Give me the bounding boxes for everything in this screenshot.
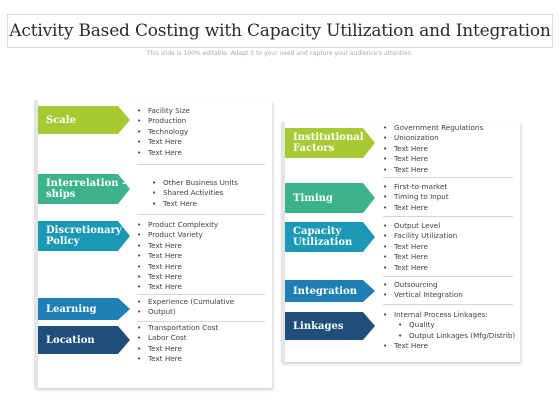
page-title: Activity Based Costing with Capacity Uti…	[9, 21, 551, 41]
bullet-item: Other Business Units	[152, 178, 238, 189]
divider	[137, 294, 265, 295]
bullet-item: Text Here	[137, 344, 218, 355]
divider	[137, 214, 265, 215]
bullet-item: Government Regulations	[383, 123, 483, 134]
bullet-item: Text Here	[383, 165, 483, 176]
bullet-item: Text Here	[152, 199, 238, 210]
institutional-factors-items: Government RegulationsUnionizationText H…	[383, 123, 483, 175]
page-subtitle: This slide is 100% editable. Adapt it to…	[146, 50, 414, 57]
bullet-item: Facility Size	[137, 106, 190, 117]
bullet-item: Text Here	[383, 144, 483, 155]
location-items: Transportation CostLabor CostText HereTe…	[137, 323, 218, 365]
bullet-item: Output Level	[383, 221, 457, 232]
divider	[383, 216, 513, 217]
bullet-item: Outsourcing	[383, 280, 463, 291]
bullet-item: Text Here	[383, 242, 457, 253]
bullet-item: Text Here	[137, 137, 190, 148]
bullet-item: Product Variety	[137, 230, 218, 241]
bullet-item: Text Here	[137, 148, 190, 159]
bullet-item: Text Here	[383, 252, 457, 263]
bullet-item: Product Complexity	[137, 220, 218, 231]
bullet-item: Technology	[137, 127, 190, 138]
learning-label: Learning	[38, 298, 130, 320]
bullet-item: Unionization	[383, 133, 483, 144]
capacity-utilization-label: Capacity Utilization	[285, 222, 375, 252]
bullet-item: Labor Cost	[137, 333, 218, 344]
timing-items: First-to-marketTiming to InputText Here	[383, 182, 449, 214]
discretionary-policy-label: Discretionary Policy	[38, 221, 130, 251]
bullet-item: Text Here	[137, 241, 218, 252]
learning-items: Experience (CumulativeOutput)	[137, 297, 234, 318]
divider	[383, 304, 513, 305]
scale-label: Scale	[38, 106, 130, 134]
interrelationships-items: Other Business UnitsShared ActivitiesTex…	[152, 178, 238, 210]
bullet-item: Text Here	[137, 354, 218, 365]
divider	[383, 276, 513, 277]
divider	[383, 177, 513, 178]
bullet-item: Shared Activities	[152, 188, 238, 199]
bullet-item: Quality	[383, 320, 515, 331]
bullet-item: Text Here	[383, 341, 515, 352]
bullet-item: Facility Utilization	[383, 231, 457, 242]
bullet-item: Experience (Cumulative	[137, 297, 234, 308]
bullet-item: Text Here	[383, 263, 457, 274]
bullet-item: Text Here	[137, 262, 218, 273]
timing-label: Timing	[285, 183, 375, 213]
scale-items: Facility SizeProductionTechnologyText He…	[137, 106, 190, 158]
integration-items: OutsourcingVertical Integration	[383, 280, 463, 301]
bullet-item: Text Here	[137, 282, 218, 293]
bullet-item: Vertical Integration	[383, 290, 463, 301]
bullet-item: First-to-market	[383, 182, 449, 193]
bullet-item: Text Here	[137, 272, 218, 283]
linkages-items: Internal Process Linkages:QualityOutput …	[383, 310, 515, 352]
interrelationships-label: Interrelation -ships	[38, 174, 130, 204]
bullet-item: Production	[137, 116, 190, 127]
title-box: Activity Based Costing with Capacity Uti…	[7, 14, 553, 48]
bullet-item: Output Linkages (Mfg/Distrib)	[383, 331, 515, 342]
discretionary-policy-items: Product ComplexityProduct VarietyText He…	[137, 220, 218, 293]
institutional-factors-label: Institutional Factors	[285, 128, 375, 158]
bullet-item: Timing to Input	[383, 192, 449, 203]
integration-label: Integration	[285, 280, 375, 302]
location-label: Location	[38, 326, 130, 354]
divider	[137, 321, 265, 322]
bullet-item: Text Here	[383, 203, 449, 214]
bullet-item: Output)	[137, 307, 234, 318]
divider	[137, 164, 265, 165]
bullet-item: Internal Process Linkages:	[383, 310, 515, 321]
bullet-item: Text Here	[137, 251, 218, 262]
capacity-utilization-items: Output LevelFacility UtilizationText Her…	[383, 221, 457, 273]
bullet-item: Text Here	[383, 154, 483, 165]
linkages-label: Linkages	[285, 312, 375, 340]
bullet-item: Transportation Cost	[137, 323, 218, 334]
